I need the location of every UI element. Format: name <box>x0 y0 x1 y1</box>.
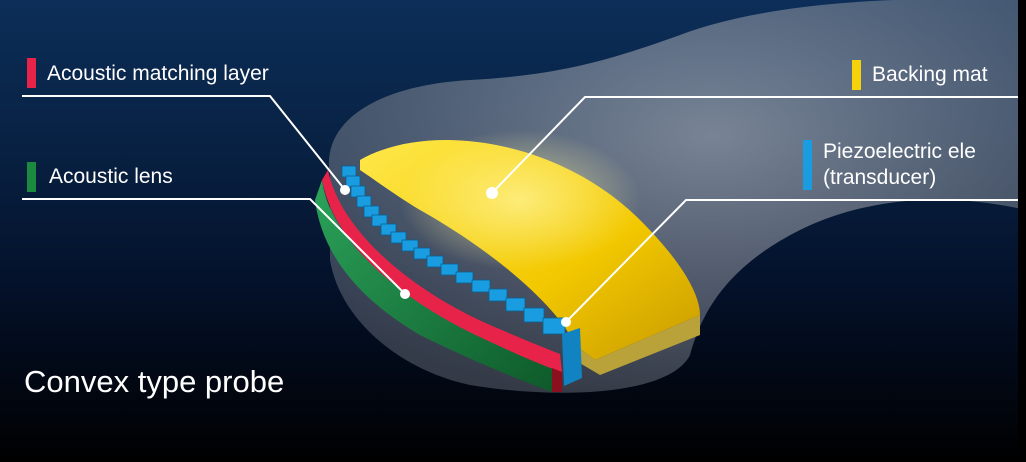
label-piezo-line2: (transducer) <box>823 166 937 189</box>
piezo-swatch <box>803 140 812 190</box>
leader-lens <box>22 198 406 295</box>
backing-swatch <box>852 60 861 90</box>
leader-piezo <box>565 199 1026 323</box>
piezo-elements <box>341 165 566 335</box>
marker-piezo <box>561 317 571 327</box>
label-backing: Backing mat <box>872 63 988 86</box>
marker-backing <box>486 187 498 199</box>
marker-lens <box>400 289 410 299</box>
label-lens: Acoustic lens <box>49 165 173 188</box>
matching-layer-swatch <box>27 58 36 88</box>
matching-layer-strip <box>322 170 562 372</box>
lens-layer <box>315 180 552 392</box>
label-matching-layer: Acoustic matching layer <box>47 62 269 85</box>
lens-swatch <box>27 162 36 192</box>
leader-matching <box>22 95 346 191</box>
right-edge-bar <box>1018 0 1026 462</box>
marker-matching <box>340 185 350 195</box>
label-piezo-line1: Piezoelectric ele <box>823 140 976 163</box>
leader-lines <box>22 95 1026 323</box>
leader-backing <box>491 96 1026 194</box>
diagram-title: Convex type probe <box>24 364 285 399</box>
